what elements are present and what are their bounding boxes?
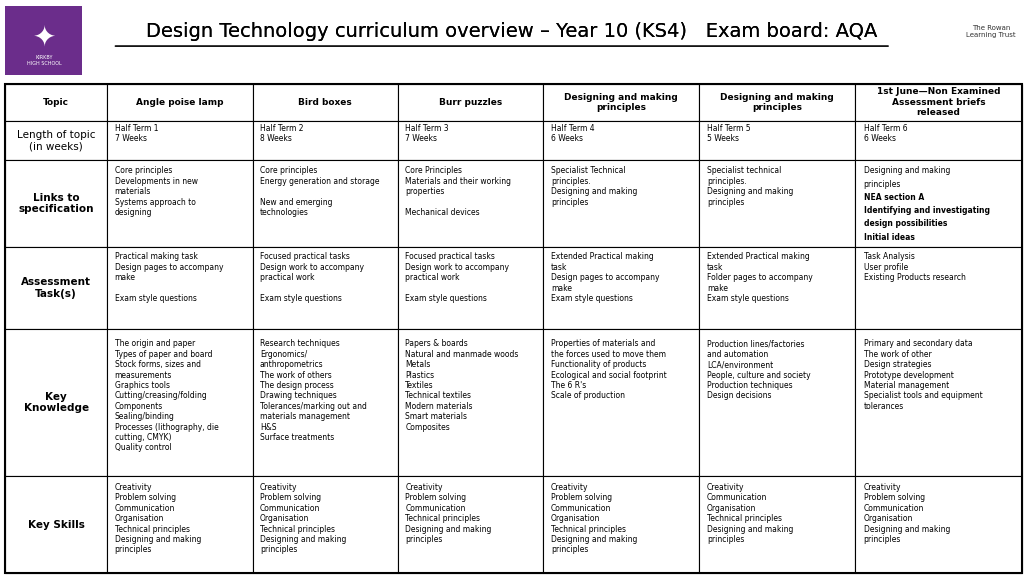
Bar <box>5 476 108 573</box>
Bar <box>855 161 1022 247</box>
Text: Primary and secondary data
The work of other
Design strategies
Prototype develop: Primary and secondary data The work of o… <box>863 339 982 411</box>
Bar <box>108 247 253 329</box>
Bar <box>5 247 108 329</box>
Bar <box>398 329 543 476</box>
Text: Initial ideas: Initial ideas <box>863 233 914 242</box>
Text: Core Principles
Materials and their working
properties

Mechanical devices: Core Principles Materials and their work… <box>406 166 511 217</box>
Bar <box>108 121 253 161</box>
Text: Key Skills: Key Skills <box>28 520 85 530</box>
Text: design possibilities: design possibilities <box>863 219 947 229</box>
Bar <box>855 121 1022 161</box>
Bar <box>855 247 1022 329</box>
Bar <box>855 476 1022 573</box>
Text: Creativity
Problem solving
Communication
Organisation
Designing and making
princ: Creativity Problem solving Communication… <box>863 483 950 544</box>
Text: Designing and making
principles: Designing and making principles <box>720 93 834 112</box>
Text: Specialist technical
principles.
Designing and making
principles: Specialist technical principles. Designi… <box>707 166 794 207</box>
Text: Properties of materials and
the forces used to move them
Functionality of produc: Properties of materials and the forces u… <box>551 339 667 400</box>
Bar <box>108 161 253 247</box>
Text: ✦: ✦ <box>33 24 55 51</box>
Text: Bird boxes: Bird boxes <box>298 98 352 107</box>
Text: The Rowan
Learning Trust: The Rowan Learning Trust <box>967 25 1016 39</box>
Text: NEA section A: NEA section A <box>863 193 924 202</box>
Text: Research techniques
Ergonomics/
anthropometrics
The work of others
The design pr: Research techniques Ergonomics/ anthropo… <box>260 339 367 442</box>
Bar <box>5 329 108 476</box>
Text: Papers & boards
Natural and manmade woods
Metals
Plastics
Textiles
Technical tex: Papers & boards Natural and manmade wood… <box>406 339 518 431</box>
Text: Design Technology curriculum overview – Year 10 (KS4)   Exam board: AQA: Design Technology curriculum overview – … <box>146 22 878 41</box>
Bar <box>108 476 253 573</box>
Text: KIRKBY
HIGH SCHOOL: KIRKBY HIGH SCHOOL <box>27 55 61 66</box>
Text: Designing and making
principles: Designing and making principles <box>564 93 678 112</box>
Bar <box>108 329 253 476</box>
Bar <box>543 476 699 573</box>
Text: Assessment
Task(s): Assessment Task(s) <box>22 277 91 298</box>
Text: Half Term 2
8 Weeks: Half Term 2 8 Weeks <box>260 124 303 143</box>
Text: Creativity
Problem solving
Communication
Organisation
Technical principles
Desig: Creativity Problem solving Communication… <box>260 483 346 555</box>
Bar <box>699 84 855 121</box>
Text: Specialist Technical
principles.
Designing and making
principles: Specialist Technical principles. Designi… <box>551 166 637 207</box>
Text: Designing and making: Designing and making <box>863 166 950 176</box>
Bar <box>253 476 398 573</box>
Bar <box>699 161 855 247</box>
Bar <box>699 476 855 573</box>
Bar <box>398 161 543 247</box>
Text: Practical making task
Design pages to accompany
make

Exam style questions: Practical making task Design pages to ac… <box>115 252 223 303</box>
Bar <box>699 121 855 161</box>
Text: Identifying and investigating: Identifying and investigating <box>863 206 989 215</box>
Text: 1st June—Non Examined
Assessment briefs
released: 1st June—Non Examined Assessment briefs … <box>877 88 1000 117</box>
Text: Creativity
Problem solving
Communication
Organisation
Technical principles
Desig: Creativity Problem solving Communication… <box>551 483 637 555</box>
Text: principles: principles <box>863 180 901 189</box>
Text: Creativity
Communication
Organisation
Technical principles
Designing and making
: Creativity Communication Organisation Te… <box>707 483 794 544</box>
Text: Task Analysis
User profile
Existing Products research: Task Analysis User profile Existing Prod… <box>863 252 966 282</box>
Text: Creativity
Problem solving
Communication
Technical principles
Designing and maki: Creativity Problem solving Communication… <box>406 483 492 544</box>
Bar <box>5 6 82 75</box>
Bar <box>855 329 1022 476</box>
Bar <box>699 247 855 329</box>
Bar <box>855 84 1022 121</box>
Text: Design Technology curriculum overview – Year 10 (KS4)   Exam board: AQA: Design Technology curriculum overview – … <box>146 22 878 41</box>
Text: Focused practical tasks
Design work to accompany
practical work

Exam style ques: Focused practical tasks Design work to a… <box>406 252 509 303</box>
Text: Focused practical tasks
Design work to accompany
practical work

Exam style ques: Focused practical tasks Design work to a… <box>260 252 364 303</box>
Bar <box>253 247 398 329</box>
Bar <box>108 84 253 121</box>
Text: Half Term 3
7 Weeks: Half Term 3 7 Weeks <box>406 124 449 143</box>
Text: Extended Practical making
task
Design pages to accompany
make
Exam style questio: Extended Practical making task Design pa… <box>551 252 659 303</box>
Text: Extended Practical making
task
Folder pages to accompany
make
Exam style questio: Extended Practical making task Folder pa… <box>707 252 813 303</box>
Bar <box>5 84 108 121</box>
Text: Half Term 6
6 Weeks: Half Term 6 6 Weeks <box>863 124 907 143</box>
Text: Half Term 1
7 Weeks: Half Term 1 7 Weeks <box>115 124 158 143</box>
Text: Burr puzzles: Burr puzzles <box>439 98 502 107</box>
Bar <box>543 247 699 329</box>
Text: Core principles
Developments in new
materials
Systems approach to
designing: Core principles Developments in new mate… <box>115 166 198 217</box>
Bar <box>5 121 108 161</box>
Bar <box>253 84 398 121</box>
Text: Core principles
Energy generation and storage

New and emerging
technologies: Core principles Energy generation and st… <box>260 166 379 217</box>
Text: Topic: Topic <box>43 98 70 107</box>
Text: Half Term 4
6 Weeks: Half Term 4 6 Weeks <box>551 124 595 143</box>
Text: Creativity
Problem solving
Communication
Organisation
Technical principles
Desig: Creativity Problem solving Communication… <box>115 483 201 555</box>
Text: Key
Knowledge: Key Knowledge <box>24 392 89 414</box>
Bar <box>543 329 699 476</box>
Bar <box>543 161 699 247</box>
Bar <box>398 121 543 161</box>
Bar <box>398 247 543 329</box>
Bar <box>253 329 398 476</box>
Text: Links to
specification: Links to specification <box>18 193 94 214</box>
Bar <box>398 476 543 573</box>
Bar <box>398 84 543 121</box>
Bar <box>5 161 108 247</box>
Text: Length of topic
(in weeks): Length of topic (in weeks) <box>17 130 95 151</box>
Bar <box>253 121 398 161</box>
Text: Production lines/factories
and automation
LCA/environment
People, culture and so: Production lines/factories and automatio… <box>707 339 811 400</box>
Bar <box>699 329 855 476</box>
Text: Angle poise lamp: Angle poise lamp <box>136 98 223 107</box>
Bar <box>543 121 699 161</box>
Bar <box>5 84 1022 573</box>
Text: The origin and paper
Types of paper and board
Stock forms, sizes and
measurement: The origin and paper Types of paper and … <box>115 339 218 452</box>
Bar <box>253 161 398 247</box>
Text: Half Term 5
5 Weeks: Half Term 5 5 Weeks <box>707 124 751 143</box>
Bar <box>543 84 699 121</box>
